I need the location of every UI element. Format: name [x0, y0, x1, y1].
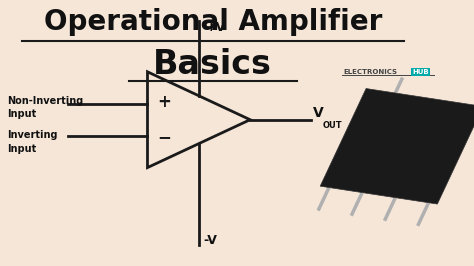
Text: Operational Amplifier: Operational Amplifier [44, 8, 382, 36]
Text: HUB: HUB [412, 69, 429, 75]
Text: Basics: Basics [154, 48, 272, 81]
Text: +V: +V [206, 21, 226, 34]
Polygon shape [320, 89, 474, 204]
Text: Inverting
Input: Inverting Input [8, 130, 58, 153]
Text: -V: -V [203, 234, 218, 247]
Text: Non-Inverting
Input: Non-Inverting Input [8, 96, 84, 119]
Text: ELECTRONICS: ELECTRONICS [343, 69, 397, 75]
Text: +: + [158, 93, 172, 111]
Text: V: V [313, 106, 324, 120]
Text: −: − [158, 128, 172, 146]
Text: OUT: OUT [322, 120, 342, 130]
